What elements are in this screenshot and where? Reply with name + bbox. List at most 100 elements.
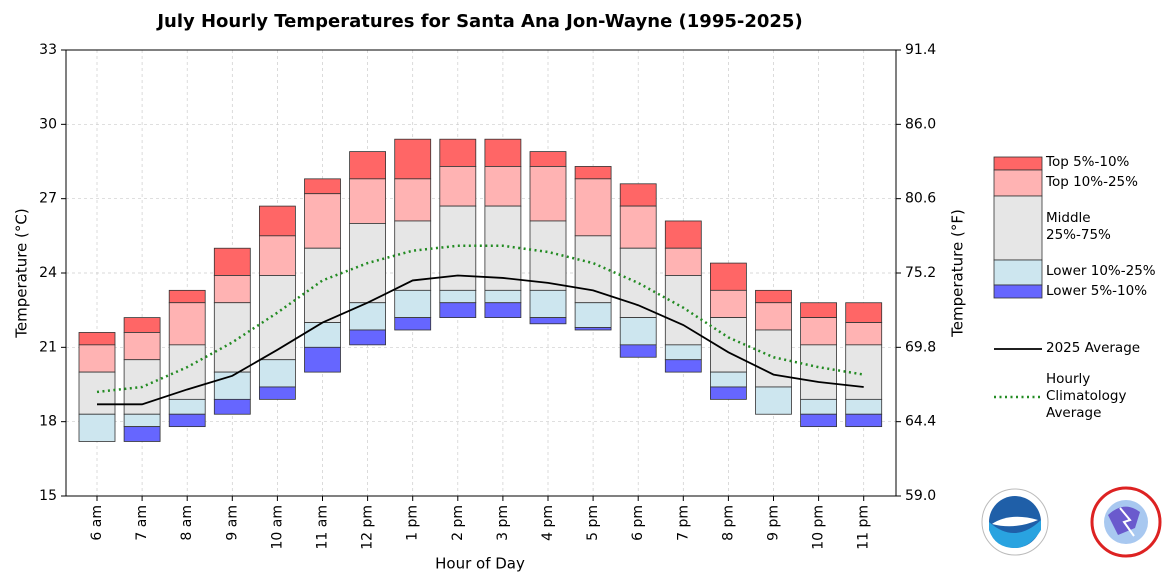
x-tick-label: 11 am [315, 505, 331, 549]
bar-segment [213, 302, 251, 373]
bar-segment [304, 346, 341, 373]
bar-segment [123, 317, 161, 333]
legend-label: Top 10%-25% [1046, 174, 1138, 190]
y-tick-label: 18 [39, 414, 57, 430]
bar-segment [394, 178, 432, 222]
legend-swatch [993, 156, 1043, 171]
bar-segment [845, 413, 883, 428]
y2-tick-label: 75.2 [905, 265, 936, 281]
y2-tick-label: 64.4 [905, 414, 936, 430]
bar-segment [123, 413, 161, 428]
bar-segment [78, 344, 116, 373]
bar-segment [664, 247, 702, 276]
y-tick-label: 33 [39, 42, 57, 58]
bar-segment [213, 247, 251, 276]
y2-tick-label: 91.4 [905, 42, 936, 58]
bar-segment [78, 332, 116, 346]
bar-segment [304, 247, 341, 323]
legend-label: Middle 25%-75% [1046, 210, 1111, 243]
bar-segment [484, 138, 522, 167]
x-tick-label: 12 pm [360, 505, 376, 550]
bar-segment [168, 344, 206, 400]
x-tick-label: 7 pm [675, 505, 691, 541]
y2-tick-label: 69.8 [905, 339, 936, 355]
bar-segment [439, 138, 477, 167]
x-tick-label: 6 pm [630, 505, 646, 541]
bar-segment [529, 289, 567, 319]
bar-segment [800, 302, 837, 319]
bar-segment [664, 275, 702, 346]
bar-segment [78, 371, 116, 415]
x-tick-label: 8 pm [720, 505, 736, 541]
bar-segment [845, 344, 883, 400]
y2-tick-label: 59.0 [905, 488, 936, 504]
x-tick-label: 11 pm [856, 505, 872, 550]
x-tick-label: 4 pm [540, 505, 556, 541]
bar-segment [394, 138, 432, 180]
bar-segment [845, 302, 883, 323]
bar-segment [845, 322, 883, 346]
bar-segment [168, 398, 206, 415]
bar-segment [800, 413, 837, 428]
bar-segment [710, 371, 747, 388]
bar-segment [304, 178, 341, 195]
bar-segment [755, 289, 792, 304]
bar-segment [574, 327, 612, 331]
bar-segment [258, 359, 296, 388]
bar-segment [123, 426, 161, 442]
y-tick-label: 30 [39, 116, 57, 132]
x-tick-label: 1 pm [405, 505, 421, 541]
y-tick-label: 15 [39, 488, 57, 504]
bar-segment [484, 205, 522, 291]
bar-segment [845, 398, 883, 415]
legend-swatch [993, 259, 1043, 286]
legend-label: Hourly Climatology Average [1046, 371, 1127, 421]
bar-segment [439, 166, 477, 207]
bar-segment [800, 317, 837, 346]
bar-segment [78, 413, 116, 442]
bar-segment [304, 322, 341, 348]
bar-segment [574, 178, 612, 237]
bar-segment [168, 302, 206, 346]
bar-segment [619, 183, 657, 207]
bar-segment [755, 386, 792, 415]
x-axis-label: Hour of Day [435, 555, 525, 572]
legend-label: Lower 10%-25% [1046, 263, 1156, 279]
bar-segment [258, 235, 296, 276]
bar-segment [664, 220, 702, 249]
bar-segment [304, 193, 341, 249]
bar-segment [349, 151, 387, 180]
legend-label: Lower 5%-10% [1046, 283, 1148, 299]
bar-segment [800, 344, 837, 400]
bar-segment [213, 275, 251, 304]
legend-label: Top 5%-10% [1046, 154, 1130, 170]
bar-segment [755, 302, 792, 331]
bar-segment [168, 289, 206, 304]
bar-segment [529, 220, 567, 291]
y2-tick-label: 86.0 [905, 116, 936, 132]
y-tick-label: 24 [39, 265, 57, 281]
bar-segment [349, 178, 387, 224]
legend-label: 2025 Average [1046, 340, 1141, 356]
chart-title: July Hourly Temperatures for Santa Ana J… [155, 11, 802, 32]
bar-segment [529, 166, 567, 222]
bar-segment [394, 289, 432, 319]
x-tick-label: 6 am [89, 505, 105, 541]
legend-swatch [993, 284, 1043, 299]
nws-logo [1090, 486, 1162, 558]
bar-segment [168, 413, 206, 428]
bar-segment [619, 317, 657, 346]
bar-segment [484, 302, 522, 319]
bar-segment [619, 247, 657, 319]
bar-segment [258, 386, 296, 400]
climatology-line [96, 244, 864, 394]
x-tick-label: 9 pm [766, 505, 782, 541]
bar-segment [574, 235, 612, 304]
x-tick-label: 8 am [179, 505, 195, 541]
bar-segment [349, 302, 387, 331]
x-tick-label: 5 pm [585, 505, 601, 541]
plot-frame [65, 49, 897, 497]
bar-segment [439, 302, 477, 319]
